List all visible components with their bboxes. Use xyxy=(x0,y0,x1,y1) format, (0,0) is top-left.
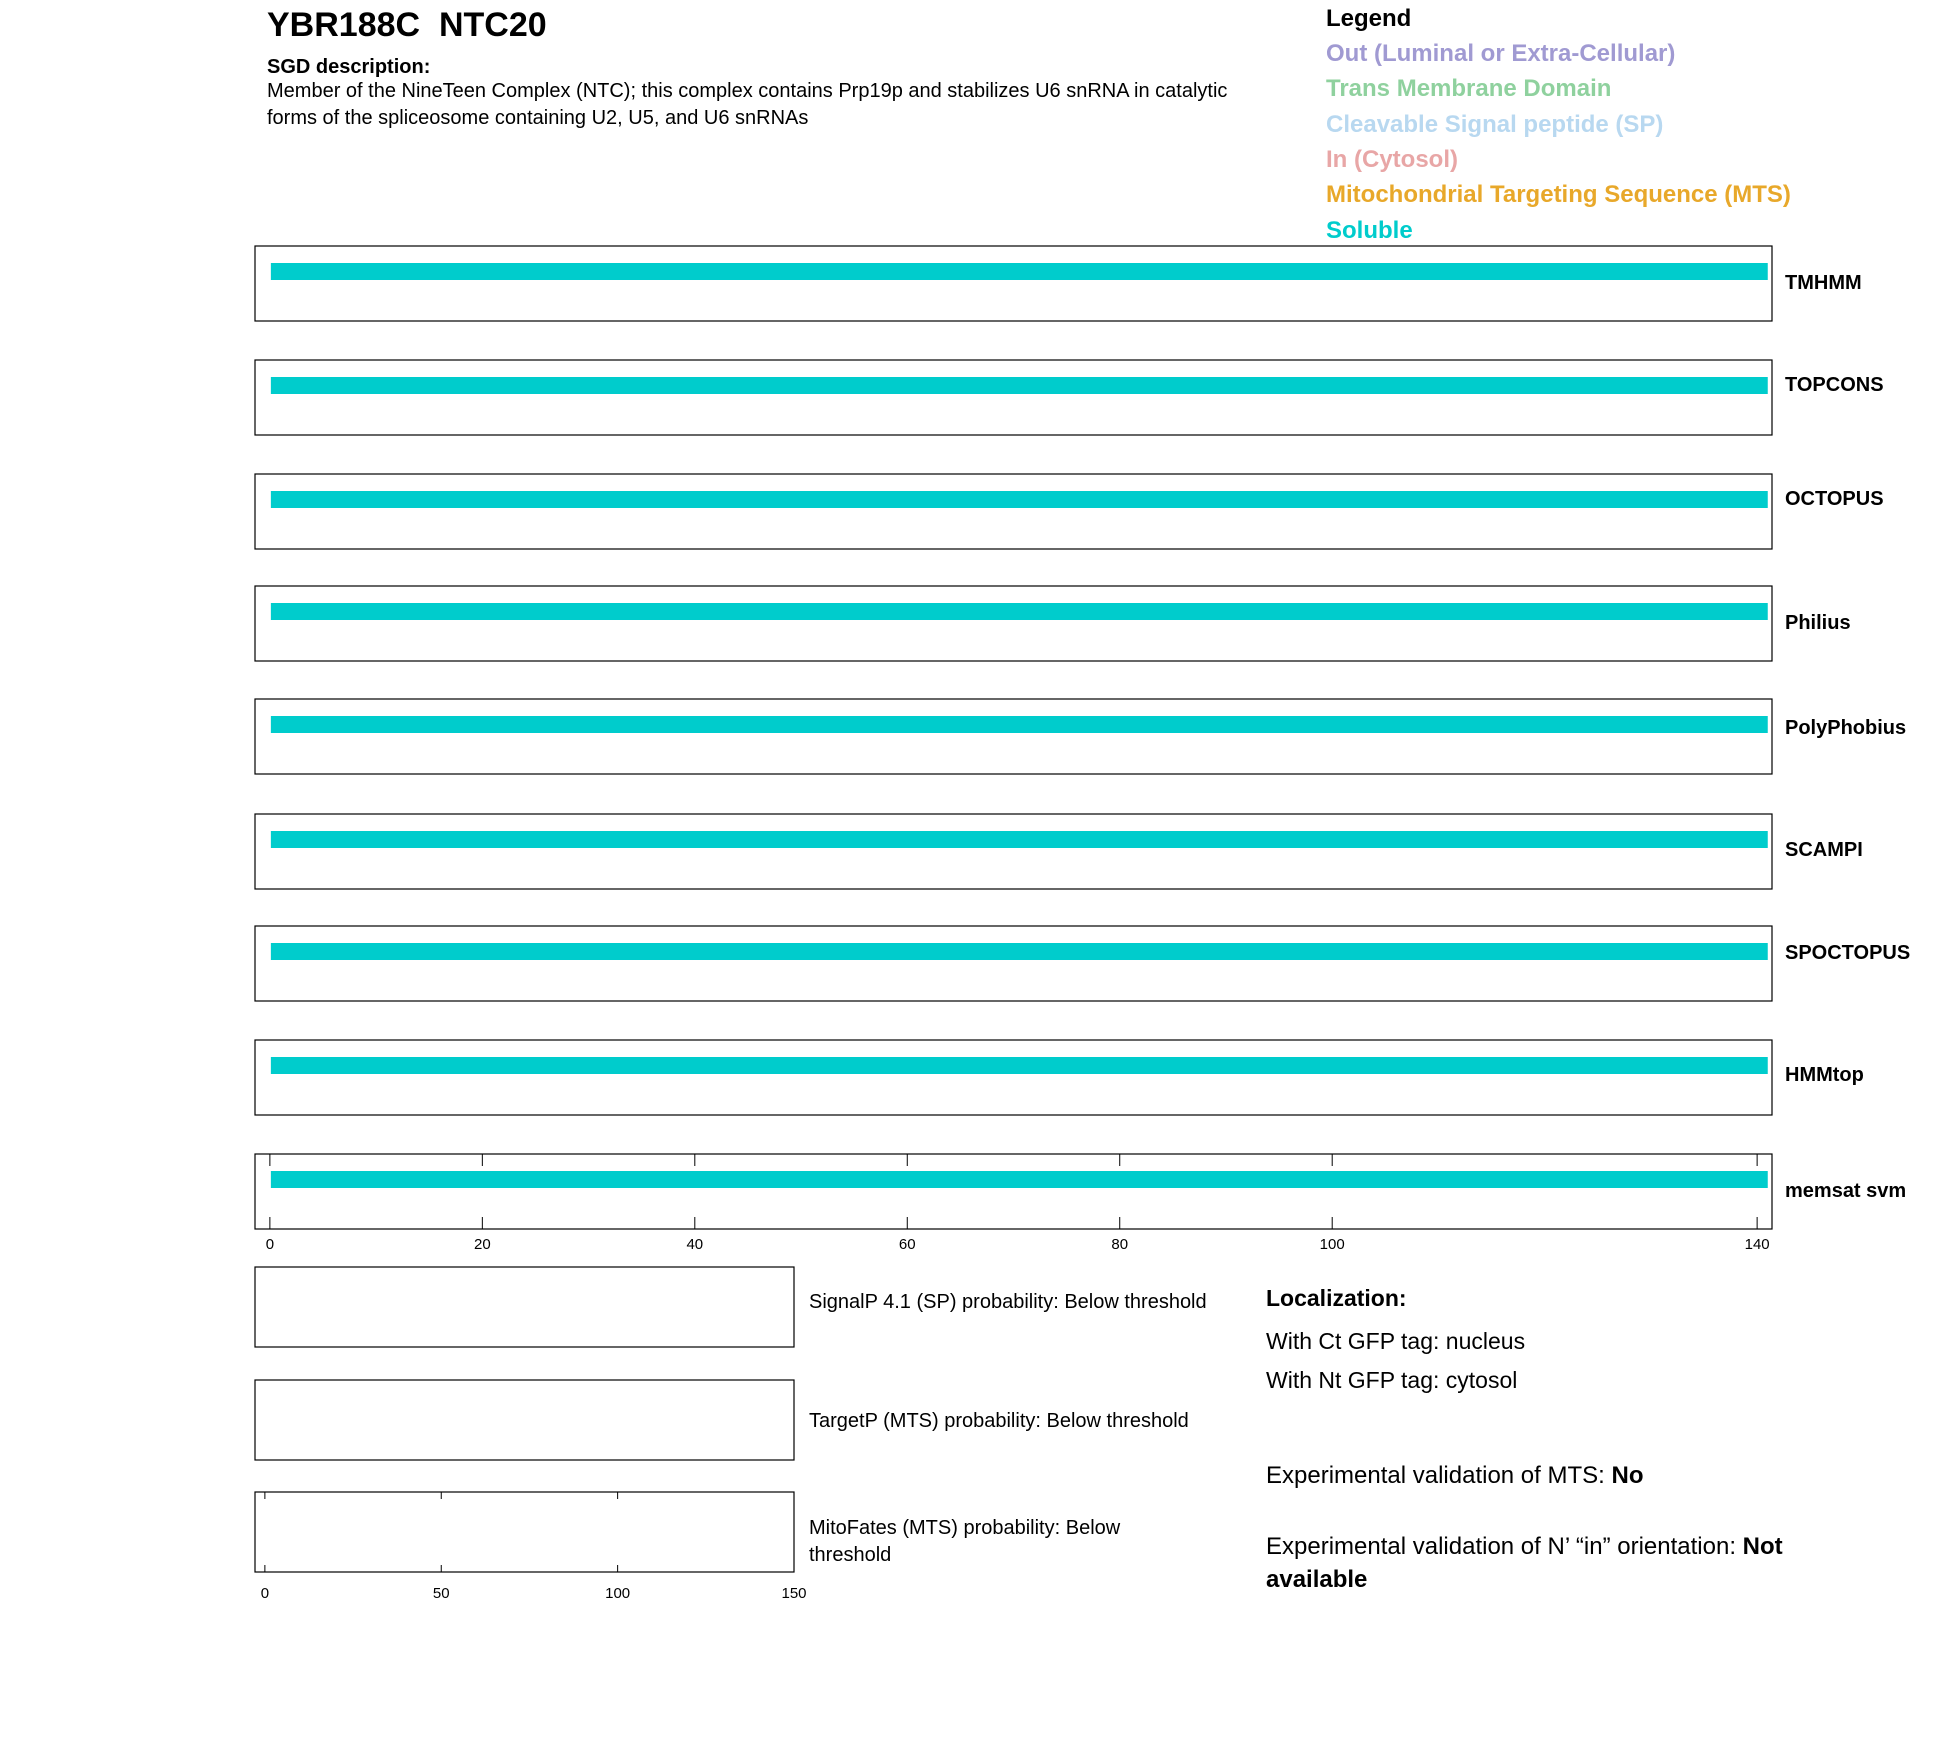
bar xyxy=(270,943,1768,960)
x-tick-label: 0 xyxy=(261,1585,269,1602)
track-box xyxy=(254,1153,1773,1230)
track-box xyxy=(254,473,1773,550)
legend-entry: Trans Membrane Domain xyxy=(1326,75,1612,103)
probability-label: SignalP 4.1 (SP) probability: Below thre… xyxy=(809,1291,1207,1313)
legend-entry: In (Cytosol) xyxy=(1326,145,1458,173)
track-label: SCAMPI xyxy=(1785,839,1863,861)
x-tick-label: 100 xyxy=(1320,1236,1345,1253)
title: YBR188C NTC20 xyxy=(267,6,547,44)
bar xyxy=(270,603,1768,620)
bar xyxy=(270,377,1768,394)
localization: Localization: With Ct GFP tag: nucleus W… xyxy=(1266,1285,1826,1596)
probability-label: TargetP (MTS) probability: Below thresho… xyxy=(809,1410,1189,1432)
x-tick-label: 100 xyxy=(605,1585,630,1602)
validation-text: Experimental validation of N’ “in” orien… xyxy=(1266,1533,1743,1560)
x-tick-label: 0 xyxy=(266,1236,274,1253)
legend-title: Legend xyxy=(1326,5,1412,32)
localization-title: Localization: xyxy=(1266,1285,1407,1311)
validation: Experimental validation of MTS: No xyxy=(1266,1462,1826,1490)
validation-text: Experimental validation of MTS: xyxy=(1266,1462,1612,1489)
bar xyxy=(270,831,1768,848)
probability-box xyxy=(254,1266,795,1348)
x-tick-label: 80 xyxy=(1111,1236,1128,1253)
bar xyxy=(270,1171,1768,1188)
track-box xyxy=(254,1039,1773,1116)
x-tick-label: 20 xyxy=(474,1236,491,1253)
x-tick-label: 50 xyxy=(433,1585,450,1602)
bar xyxy=(270,1057,1768,1074)
x-tick-label: 60 xyxy=(899,1236,916,1253)
track-box xyxy=(254,245,1773,322)
legend-entry: Soluble xyxy=(1326,216,1413,244)
validation-value: Not available xyxy=(1266,1533,1783,1593)
legend-entry: Out (Luminal or Extra-Cellular) xyxy=(1326,40,1676,67)
probability-label: MitoFates (MTS) probability: Below thres… xyxy=(809,1517,1121,1566)
track-label: OCTOPUS xyxy=(1785,488,1884,510)
validation-value: No xyxy=(1611,1462,1644,1489)
track-box xyxy=(254,359,1773,436)
track-box xyxy=(254,698,1773,775)
localization-line: With Ct GFP tag: nucleus xyxy=(1266,1328,1526,1354)
description-label: SGD description: xyxy=(267,56,431,78)
bar xyxy=(270,716,1768,733)
track-box xyxy=(254,813,1773,890)
description: Member of the NineTeen Complex (NTC); th… xyxy=(267,80,1228,129)
x-tick-label: 140 xyxy=(1745,1236,1770,1253)
track-box xyxy=(254,925,1773,1002)
legend-entry: Cleavable Signal peptide (SP) xyxy=(1326,110,1664,138)
localization-line: With Nt GFP tag: cytosol xyxy=(1266,1367,1518,1393)
validation: Experimental validation of N’ “in” orien… xyxy=(1266,1530,1826,1596)
track-label: TMHMM xyxy=(1785,272,1862,294)
track-label: Philius xyxy=(1785,612,1851,634)
probability-box xyxy=(254,1379,795,1461)
track-box xyxy=(254,585,1773,662)
track-label: HMMtop xyxy=(1785,1064,1864,1086)
track-label: TOPCONS xyxy=(1785,374,1884,396)
track-label: SPOCTOPUS xyxy=(1785,942,1910,964)
probability-box xyxy=(254,1491,795,1573)
legend-entry: Mitochondrial Targeting Sequence (MTS) xyxy=(1326,181,1791,209)
track-label: memsat svm xyxy=(1785,1180,1906,1202)
track-label: PolyPhobius xyxy=(1785,717,1906,739)
x-tick-label: 40 xyxy=(686,1236,703,1253)
bar xyxy=(270,263,1768,280)
bar xyxy=(270,491,1768,508)
x-tick-label: 150 xyxy=(781,1585,806,1602)
